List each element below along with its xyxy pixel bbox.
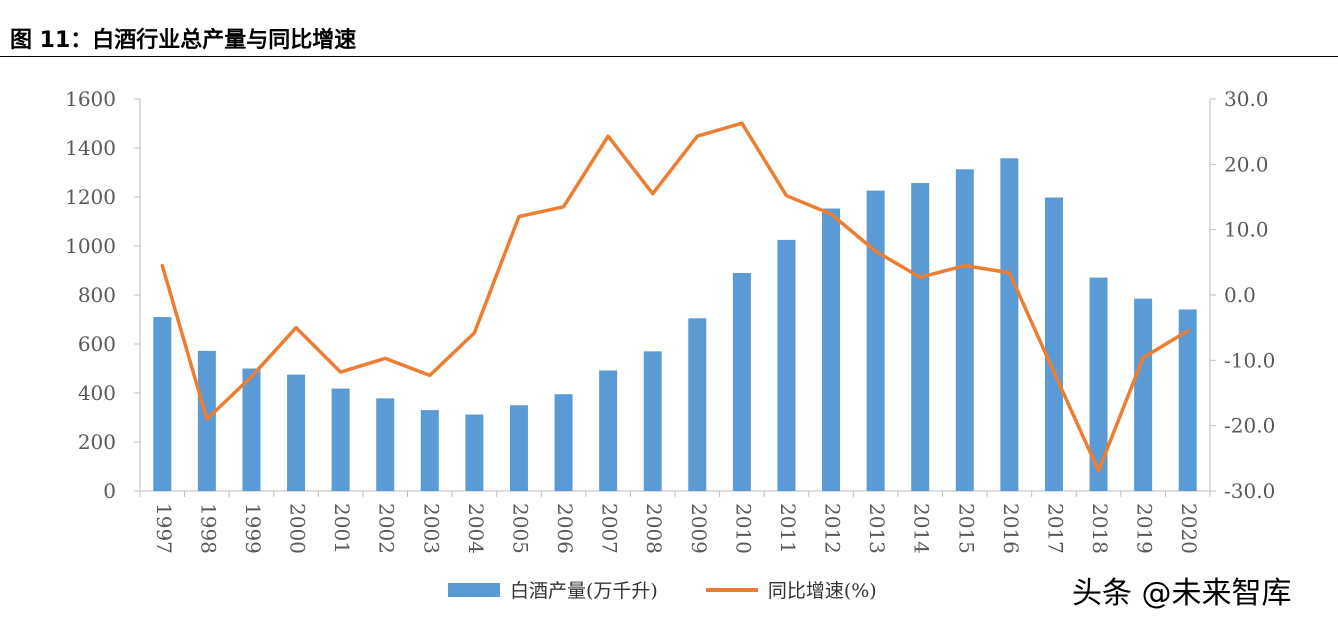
x-tick-label: 2002	[375, 503, 399, 554]
x-tick-label: 2019	[1133, 503, 1157, 554]
bar-2013	[866, 190, 885, 491]
bar-2004	[465, 414, 484, 491]
title-rule	[0, 56, 1338, 57]
left-tick-label: 1600	[65, 87, 116, 111]
figure-title: 图 11：白酒行业总产量与同比增速	[10, 28, 357, 53]
right-tick-label: 0.0	[1224, 283, 1256, 307]
x-tick-label: 2017	[1043, 503, 1067, 554]
x-tick-label: 2011	[776, 503, 800, 554]
left-tick-label: 1200	[65, 185, 116, 209]
x-tick-label: 2009	[687, 503, 711, 554]
bar-2016	[1000, 158, 1019, 492]
bar-2006	[554, 394, 573, 491]
bar-2019	[1134, 298, 1153, 491]
legend-label-production: 白酒产量(万千升)	[510, 580, 658, 602]
left-tick-label: 0	[103, 479, 116, 503]
bar-2017	[1044, 197, 1063, 492]
bar-2014	[911, 183, 930, 491]
watermark: 头条 @未来智库	[1072, 576, 1292, 611]
x-tick-label: 2013	[865, 503, 889, 554]
legend-item-production: 白酒产量(万千升)	[448, 576, 658, 603]
bar-1999	[242, 368, 261, 491]
legend-item-growth: 同比增速(%)	[705, 576, 877, 603]
bar-2003	[420, 410, 439, 491]
bar-2012	[822, 208, 841, 491]
left-tick-label: 1400	[65, 136, 116, 160]
x-tick-label: 2000	[286, 503, 310, 554]
bar-2002	[376, 398, 395, 491]
left-tick-label: 1000	[65, 234, 116, 258]
legend-label-growth: 同比增速(%)	[767, 580, 877, 602]
bar-2008	[643, 351, 662, 491]
x-tick-label: 2020	[1177, 503, 1201, 554]
bar-2000	[287, 374, 306, 491]
left-tick-label: 800	[78, 283, 116, 307]
x-tick-label: 2015	[954, 503, 978, 554]
right-tick-label: -10.0	[1224, 348, 1275, 372]
legend-swatch-bar	[448, 582, 500, 597]
right-tick-label: 10.0	[1224, 218, 1269, 242]
left-tick-label: 400	[78, 381, 116, 405]
x-tick-label: 2012	[821, 503, 845, 554]
bar-2011	[777, 239, 796, 491]
bar-2020	[1178, 309, 1197, 491]
legend: 白酒产量(万千升) 同比增速(%)	[448, 576, 925, 603]
right-tick-label: 30.0	[1224, 87, 1269, 111]
x-tick-label: 1997	[152, 503, 176, 554]
legend-swatch-line	[705, 587, 758, 592]
bar-1997	[153, 317, 172, 491]
bar-1998	[197, 350, 216, 491]
x-tick-label: 2005	[508, 503, 532, 554]
bar-2009	[688, 318, 707, 491]
x-tick-label: 2001	[330, 503, 354, 554]
right-tick-label: -30.0	[1224, 479, 1275, 503]
x-tick-label: 2010	[731, 503, 755, 554]
right-tick-label: -20.0	[1224, 414, 1275, 438]
x-tick-label: 2004	[464, 503, 488, 554]
x-tick-label: 1999	[241, 503, 265, 554]
bar-2018	[1089, 277, 1108, 491]
bar-2001	[331, 388, 350, 491]
bar-2010	[732, 272, 751, 491]
bar-2015	[955, 169, 974, 491]
x-tick-label: 2014	[910, 503, 934, 554]
x-tick-label: 2008	[642, 503, 666, 554]
left-tick-label: 200	[78, 430, 116, 454]
bar-2005	[509, 405, 528, 491]
growth-line	[160, 121, 1190, 473]
x-tick-label: 2007	[598, 503, 622, 554]
x-tick-label: 2006	[553, 503, 577, 554]
bar-2007	[599, 370, 618, 491]
x-tick-label: 1998	[196, 503, 220, 554]
x-tick-label: 2003	[419, 503, 443, 554]
left-tick-label: 600	[78, 332, 116, 356]
x-tick-label: 2018	[1088, 503, 1112, 554]
right-tick-label: 20.0	[1224, 152, 1269, 176]
x-tick-label: 2016	[999, 503, 1023, 554]
